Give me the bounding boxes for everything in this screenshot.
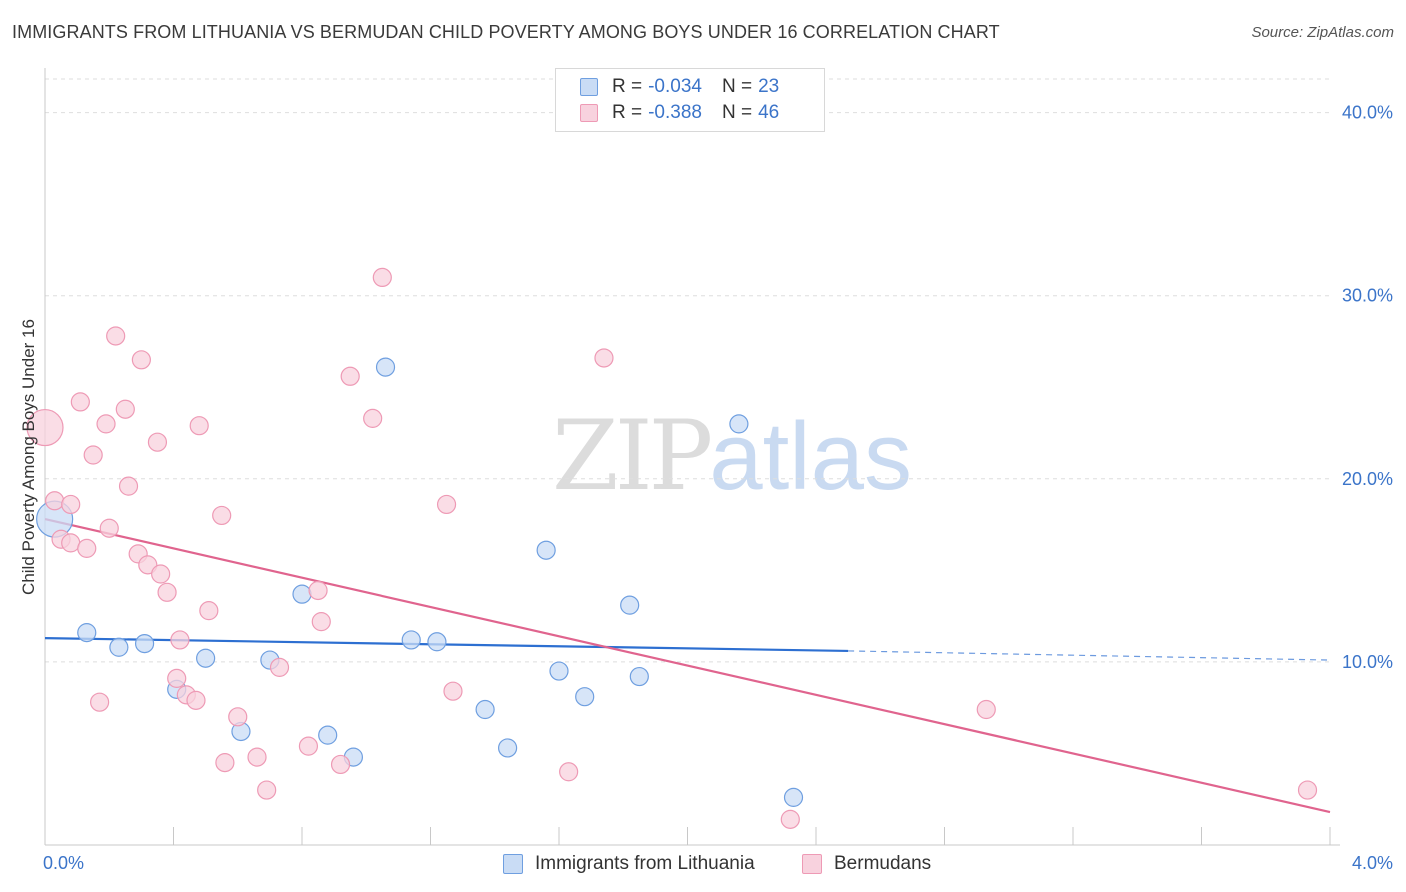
bermudan-point (212, 505, 232, 526)
trend-lines (44, 518, 1331, 814)
bermudan-point (228, 707, 248, 727)
x-tick-label: 4.0% (1352, 853, 1393, 873)
bermudan-point (257, 780, 277, 800)
chart-title: IMMIGRANTS FROM LITHUANIA VS BERMUDAN CH… (12, 22, 1000, 42)
axes (44, 68, 1340, 846)
lithuania-point (292, 584, 312, 604)
bermudan-point (186, 690, 206, 710)
legend-row-bermudans: R = -0.388 N = 46 (580, 100, 799, 126)
tick-labels: 10.0% 20.0% 30.0% 40.0% 0.0% 4.0% (43, 103, 1393, 873)
lithuania-point (427, 632, 447, 652)
bermudan-point (61, 533, 81, 553)
bottom-legend-bermudans: Bermudans (802, 851, 931, 877)
bermudan-point (96, 414, 116, 434)
lithuania-point (729, 414, 749, 434)
lithuania-point (620, 595, 640, 615)
bermudan-point (131, 350, 151, 370)
bermudan-trend-line (44, 518, 1331, 814)
bermudan-point (45, 491, 65, 511)
bermudan-point (330, 754, 351, 775)
bermudan-point (147, 432, 168, 452)
watermark-zip: ZIP (552, 400, 713, 512)
lithuania-point (475, 699, 495, 720)
data-points (26, 267, 1318, 829)
lithuania-point (77, 623, 97, 643)
lithuania-point (134, 633, 155, 654)
lithuania-point (401, 630, 421, 650)
bermudan-point (77, 538, 97, 558)
bermudan-point (372, 267, 392, 288)
y-axis-title: Child Poverty Among Boys Under 16 (19, 319, 38, 595)
legend-n-label: N = (721, 76, 753, 97)
bermudan-point (106, 326, 126, 346)
legend-r-label: R = (612, 102, 643, 123)
bermudan-point (90, 692, 110, 712)
y-tick-label: 10.0% (1342, 652, 1393, 672)
bermudan-point (247, 747, 267, 767)
bermudan-point (976, 699, 996, 720)
lithuania-point (196, 648, 216, 668)
lithuania-point (629, 666, 649, 687)
bermudan-point (115, 399, 135, 419)
bermudan-point (83, 445, 103, 465)
legend-row-lithuania: R = -0.034 N = 23 (580, 74, 799, 100)
bermudan-point (170, 630, 190, 650)
bermudan-point (61, 494, 81, 515)
bottom-legend-label-lithuania: Immigrants from Lithuania (535, 853, 755, 874)
y-tick-label: 40.0% (1342, 103, 1393, 123)
bermudan-point (311, 612, 331, 632)
bermudan-point (594, 348, 614, 368)
bermudan-point (269, 657, 290, 677)
bermudan-point (436, 494, 457, 515)
lithuania-point (109, 637, 129, 657)
bermudan-point (118, 476, 139, 496)
legend-n-label: N = (721, 102, 753, 123)
legend-swatch-lithuania (580, 78, 598, 96)
lithuania-trend-extension (848, 650, 1331, 661)
bermudan-point (298, 736, 319, 756)
stats-legend: R = -0.034 N = 23 R = -0.388 N = 46 (555, 68, 825, 132)
lithuania-point (318, 725, 338, 745)
legend-swatch-bermudans (580, 104, 598, 122)
bermudan-point (215, 753, 235, 773)
y-tick-label: 30.0% (1342, 286, 1393, 306)
bottom-legend-swatch-lithuania (503, 854, 523, 874)
bermudan-point (99, 518, 119, 538)
lithuania-point (536, 540, 556, 560)
legend-r-value: -0.034 (648, 76, 702, 97)
bermudan-point (167, 668, 187, 688)
bermudan-point (443, 681, 463, 701)
bermudan-point (26, 408, 64, 447)
lithuania-point (549, 661, 569, 681)
bottom-legend-lithuania: Immigrants from Lithuania (503, 851, 755, 877)
lithuania-point (783, 787, 804, 807)
bermudan-point (70, 392, 90, 412)
legend-r-label: R = (612, 76, 643, 97)
lithuania-trend-line (44, 637, 849, 653)
grid-lines (45, 78, 1330, 663)
legend-n-value: 23 (758, 76, 780, 97)
legend-n-value: 46 (758, 102, 780, 123)
x-tick-label: 0.0% (43, 853, 84, 873)
legend-r-value: -0.388 (648, 102, 702, 123)
chart-source: Source: ZipAtlas.com (1251, 24, 1394, 41)
bermudan-point (151, 564, 171, 584)
bottom-legend-label-bermudans: Bermudans (834, 853, 932, 874)
bermudan-point (199, 601, 219, 621)
bermudan-point (189, 416, 209, 436)
bermudan-point (308, 580, 328, 601)
lithuania-point (498, 738, 518, 758)
y-tick-label: 20.0% (1342, 469, 1393, 489)
bermudan-point (1297, 780, 1318, 800)
bermudan-point (780, 809, 800, 829)
bermudan-point (340, 366, 360, 386)
bermudan-point (363, 408, 383, 428)
lithuania-point (375, 357, 396, 377)
lithuania-point (575, 687, 595, 707)
bottom-legend-swatch-bermudans (802, 854, 822, 874)
bermudan-point (559, 762, 579, 782)
bermudan-point (157, 582, 177, 602)
